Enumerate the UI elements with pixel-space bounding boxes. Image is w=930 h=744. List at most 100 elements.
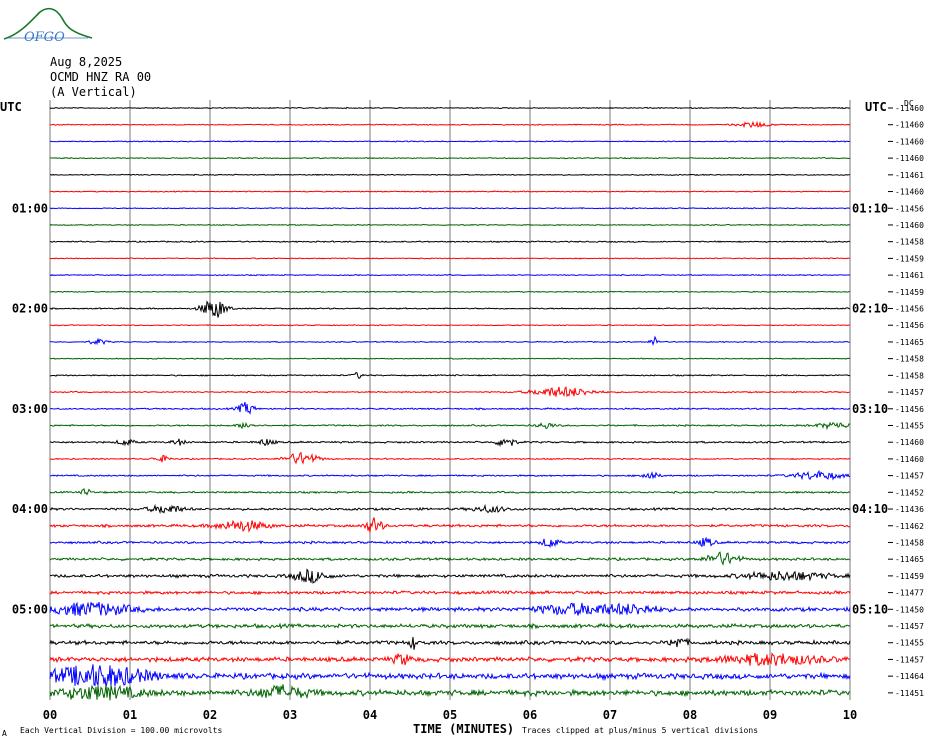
clip-note: Traces clipped at plus/minus 5 vertical …	[522, 726, 759, 735]
dc-label-19: -11455	[895, 421, 924, 430]
left-time-label-4: 05:00	[12, 602, 48, 616]
trace-row-14	[49, 335, 851, 347]
trace-row-16	[49, 372, 851, 379]
x-tick-labels: 00 01 02 03 04 05 06 07 08 09 10	[43, 708, 857, 722]
trace-row-1	[49, 120, 851, 129]
trace-row-9	[49, 257, 851, 260]
dc-label-26: -11458	[895, 538, 924, 547]
trace-row-20	[49, 438, 851, 448]
x-tick-09: 09	[763, 708, 777, 722]
trace-row-34	[49, 664, 851, 687]
left-time-label-3: 04:00	[12, 502, 48, 516]
trace-row-7	[49, 223, 851, 227]
date-label: Aug 8,2025	[50, 55, 123, 69]
x-axis-title: TIME (MINUTES)	[413, 722, 515, 736]
trace-row-13	[49, 324, 851, 327]
dc-label-27: -11465	[895, 555, 924, 564]
trace-row-22	[49, 469, 851, 481]
x-tick-04: 04	[363, 708, 377, 722]
trace-row-19	[49, 421, 851, 431]
logo-text: OFGO	[24, 30, 65, 45]
dc-label-35: -11451	[895, 689, 924, 698]
dc-label-9: -11459	[895, 254, 924, 263]
trace-row-8	[49, 240, 851, 244]
x-tick-02: 02	[203, 708, 217, 722]
dc-label-2: -11460	[895, 137, 924, 146]
right-time-label-4: 05:10	[852, 602, 888, 616]
right-time-label-3: 04:10	[852, 502, 888, 516]
minute-grid	[49, 100, 851, 700]
trace-row-26	[49, 536, 851, 548]
dc-label-1: -11460	[895, 121, 924, 130]
dc-label-24: -11436	[895, 505, 924, 514]
dc-label-5: -11460	[895, 188, 924, 197]
x-tick-01: 01	[123, 708, 137, 722]
time-labels: 01:00 01:10 02:00 02:10 03:00 03:10 04:00 04:10…	[12, 201, 888, 616]
trace-row-17	[49, 386, 851, 398]
trace-row-12	[49, 300, 851, 318]
trace-row-6	[49, 207, 851, 210]
x-tick-03: 03	[283, 708, 297, 722]
trace-row-31	[49, 622, 851, 630]
x-tick-06: 06	[523, 708, 537, 722]
trace-row-2	[49, 140, 851, 143]
dc-label-22: -11457	[895, 472, 924, 481]
dc-label-23: -11452	[895, 488, 924, 497]
dc-label-34: -11464	[895, 672, 924, 681]
x-tick-10: 10	[843, 708, 857, 722]
left-time-label-1: 02:00	[12, 302, 48, 316]
dc-label-4: -11461	[895, 171, 924, 180]
dc-label-33: -11457	[895, 655, 924, 664]
dc-label-28: -11459	[895, 572, 924, 581]
trace-row-29	[49, 589, 851, 596]
component-label: (A Vertical)	[50, 85, 137, 99]
dc-label-25: -11462	[895, 522, 924, 531]
ofgo-logo: OFGO	[3, 7, 93, 45]
left-time-label-2: 03:00	[12, 402, 48, 416]
dc-label-15: -11458	[895, 355, 924, 364]
trace-row-5	[49, 190, 851, 193]
dc-label-10: -11461	[895, 271, 924, 280]
trace-row-4	[49, 173, 851, 177]
dc-label-20: -11460	[895, 438, 924, 447]
trace-row-18	[49, 401, 851, 415]
right-time-label-0: 01:10	[852, 201, 888, 215]
trace-group	[49, 106, 851, 701]
dc-label-31: -11457	[895, 622, 924, 631]
footer-marker: A	[2, 729, 7, 738]
dc-label-16: -11458	[895, 371, 924, 380]
trace-row-30	[49, 601, 851, 617]
dc-label-6: -11456	[895, 204, 924, 213]
left-axis-title: UTC	[0, 100, 22, 114]
dc-label-17: -11457	[895, 388, 924, 397]
x-tick-05: 05	[443, 708, 457, 722]
dc-label-18: -11456	[895, 405, 924, 414]
trace-row-11	[49, 290, 851, 294]
trace-row-23	[49, 487, 851, 496]
dc-label-0: -11460	[895, 104, 924, 113]
trace-row-27	[49, 551, 851, 566]
dc-label-8: -11458	[895, 238, 924, 247]
trace-row-33	[49, 652, 851, 666]
dc-label-3: -11460	[895, 154, 924, 163]
trace-row-10	[49, 273, 851, 277]
left-time-label-0: 01:00	[12, 201, 48, 215]
scale-note: Each Vertical Division = 100.00 microvol…	[20, 726, 223, 735]
trace-row-3	[49, 156, 851, 160]
trace-row-21	[49, 451, 851, 465]
dc-label-21: -11460	[895, 455, 924, 464]
right-time-label-1: 02:10	[852, 302, 888, 316]
dc-label-29: -11477	[895, 589, 924, 598]
x-tick-07: 07	[603, 708, 617, 722]
trace-row-24	[49, 503, 851, 515]
dc-label-30: -11450	[895, 605, 924, 614]
trace-row-28	[49, 568, 851, 584]
right-time-label-2: 03:10	[852, 402, 888, 416]
trace-row-0	[49, 106, 851, 110]
dc-label-32: -11455	[895, 639, 924, 648]
station-label: OCMD HNZ RA 00	[50, 70, 152, 84]
dc-label-11: -11459	[895, 288, 924, 297]
trace-row-25	[49, 517, 851, 533]
dc-label-14: -11465	[895, 338, 924, 347]
